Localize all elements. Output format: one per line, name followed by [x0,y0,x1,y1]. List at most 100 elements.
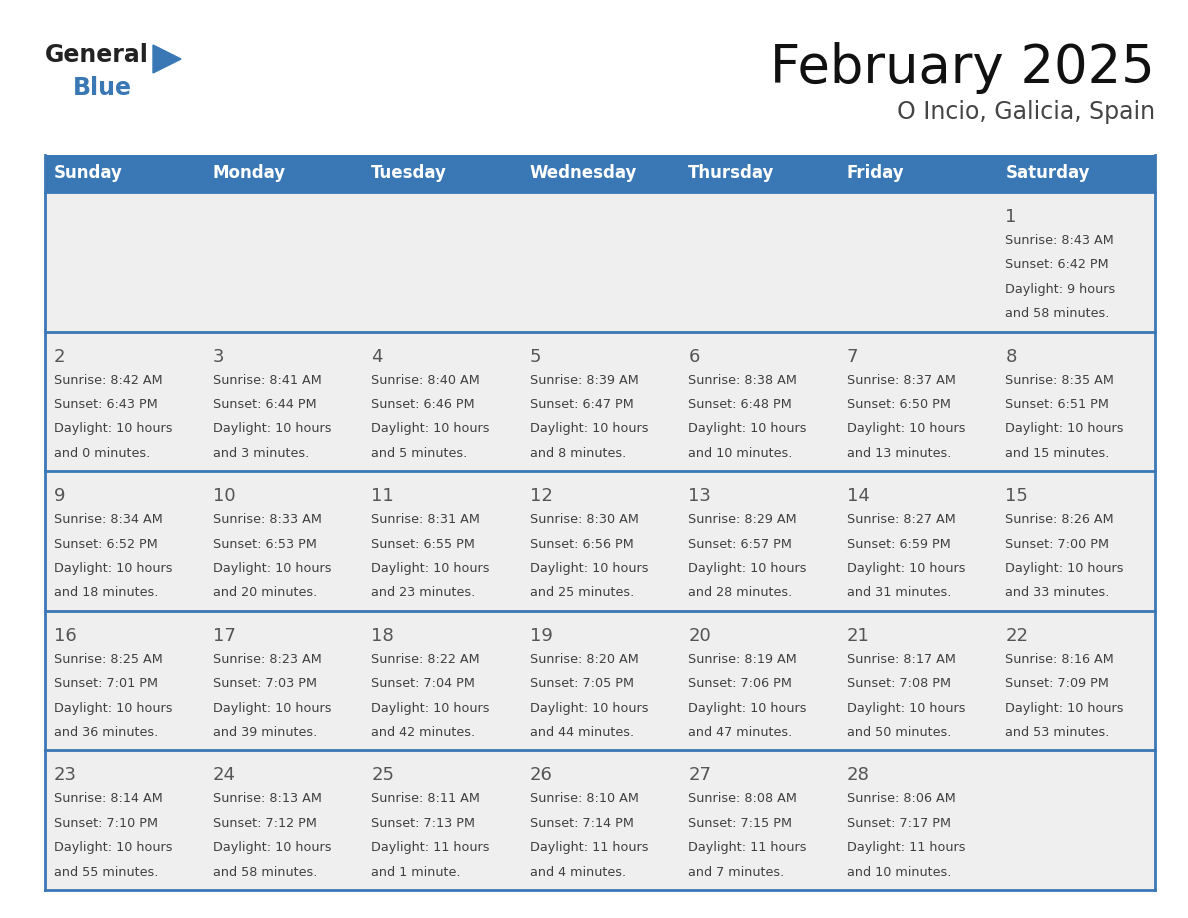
Text: Daylight: 9 hours: Daylight: 9 hours [1005,283,1116,296]
Text: 10: 10 [213,487,235,505]
Text: 25: 25 [371,767,394,784]
Text: Sunrise: 8:26 AM: Sunrise: 8:26 AM [1005,513,1114,526]
Text: Sunset: 6:43 PM: Sunset: 6:43 PM [53,398,158,411]
Text: Sunset: 6:42 PM: Sunset: 6:42 PM [1005,259,1110,272]
Text: 13: 13 [688,487,712,505]
Text: and 44 minutes.: and 44 minutes. [530,726,634,739]
Text: Daylight: 11 hours: Daylight: 11 hours [847,841,966,855]
Text: and 31 minutes.: and 31 minutes. [847,587,952,599]
Text: 15: 15 [1005,487,1029,505]
Text: 23: 23 [53,767,77,784]
Text: 18: 18 [371,627,394,644]
Text: and 13 minutes.: and 13 minutes. [847,447,952,460]
Text: Sunrise: 8:40 AM: Sunrise: 8:40 AM [371,374,480,386]
Text: Sunrise: 8:17 AM: Sunrise: 8:17 AM [847,653,955,666]
Text: Sunset: 7:08 PM: Sunset: 7:08 PM [847,677,950,690]
Text: and 7 minutes.: and 7 minutes. [688,866,784,879]
Bar [997,155,1155,192]
Text: Sunrise: 8:13 AM: Sunrise: 8:13 AM [213,792,322,805]
Text: Sunset: 7:09 PM: Sunset: 7:09 PM [1005,677,1110,690]
Text: Daylight: 10 hours: Daylight: 10 hours [847,701,966,714]
Text: and 23 minutes.: and 23 minutes. [371,587,475,599]
Text: Friday: Friday [847,164,904,183]
Text: and 53 minutes.: and 53 minutes. [1005,726,1110,739]
Text: Sunset: 7:13 PM: Sunset: 7:13 PM [371,817,475,830]
Text: Sunset: 6:52 PM: Sunset: 6:52 PM [53,538,158,551]
Text: 12: 12 [530,487,552,505]
Text: 19: 19 [530,627,552,644]
Text: and 28 minutes.: and 28 minutes. [688,587,792,599]
Text: Sunrise: 8:39 AM: Sunrise: 8:39 AM [530,374,638,386]
Text: Sunset: 6:56 PM: Sunset: 6:56 PM [530,538,633,551]
Text: Sunset: 6:44 PM: Sunset: 6:44 PM [213,398,316,411]
Text: Daylight: 10 hours: Daylight: 10 hours [847,562,966,575]
Text: February 2025: February 2025 [770,42,1155,94]
Text: Daylight: 10 hours: Daylight: 10 hours [688,422,807,435]
Text: Daylight: 10 hours: Daylight: 10 hours [688,562,807,575]
Text: Sunset: 6:46 PM: Sunset: 6:46 PM [371,398,475,411]
Text: Sunset: 6:57 PM: Sunset: 6:57 PM [688,538,792,551]
Bar [45,471,1155,610]
Text: and 8 minutes.: and 8 minutes. [530,447,626,460]
Bar [838,155,997,192]
Bar [45,750,1155,890]
Text: Blue: Blue [72,76,132,100]
Text: 9: 9 [53,487,65,505]
Text: Sunrise: 8:08 AM: Sunrise: 8:08 AM [688,792,797,805]
Text: Daylight: 10 hours: Daylight: 10 hours [53,422,172,435]
Text: Sunset: 6:55 PM: Sunset: 6:55 PM [371,538,475,551]
Text: Daylight: 10 hours: Daylight: 10 hours [1005,562,1124,575]
Text: Sunset: 7:15 PM: Sunset: 7:15 PM [688,817,792,830]
Text: Wednesday: Wednesday [530,164,637,183]
Text: 24: 24 [213,767,235,784]
Text: and 18 minutes.: and 18 minutes. [53,587,158,599]
Text: Sunday: Sunday [53,164,122,183]
Text: and 55 minutes.: and 55 minutes. [53,866,158,879]
Text: O Incio, Galicia, Spain: O Incio, Galicia, Spain [897,100,1155,124]
Text: and 10 minutes.: and 10 minutes. [688,447,792,460]
Text: Sunrise: 8:43 AM: Sunrise: 8:43 AM [1005,234,1114,247]
Text: Sunset: 6:53 PM: Sunset: 6:53 PM [213,538,316,551]
Text: 17: 17 [213,627,235,644]
Text: 14: 14 [847,487,870,505]
Text: 3: 3 [213,348,225,365]
Text: Sunrise: 8:11 AM: Sunrise: 8:11 AM [371,792,480,805]
Text: Daylight: 11 hours: Daylight: 11 hours [371,841,489,855]
Text: Monday: Monday [213,164,285,183]
Text: 11: 11 [371,487,394,505]
Text: Sunset: 7:03 PM: Sunset: 7:03 PM [213,677,316,690]
Text: and 42 minutes.: and 42 minutes. [371,726,475,739]
Text: and 15 minutes.: and 15 minutes. [1005,447,1110,460]
Text: Daylight: 11 hours: Daylight: 11 hours [530,841,649,855]
Text: Sunrise: 8:16 AM: Sunrise: 8:16 AM [1005,653,1114,666]
Text: 2: 2 [53,348,65,365]
Text: Sunrise: 8:29 AM: Sunrise: 8:29 AM [688,513,797,526]
Text: Sunset: 6:47 PM: Sunset: 6:47 PM [530,398,633,411]
Text: Sunset: 7:04 PM: Sunset: 7:04 PM [371,677,475,690]
Text: and 58 minutes.: and 58 minutes. [1005,308,1110,320]
Text: Daylight: 10 hours: Daylight: 10 hours [688,701,807,714]
Text: Daylight: 10 hours: Daylight: 10 hours [213,841,331,855]
Text: Sunset: 7:14 PM: Sunset: 7:14 PM [530,817,633,830]
Text: 26: 26 [530,767,552,784]
Text: Sunrise: 8:34 AM: Sunrise: 8:34 AM [53,513,163,526]
Text: Sunrise: 8:14 AM: Sunrise: 8:14 AM [53,792,163,805]
Text: Sunset: 6:51 PM: Sunset: 6:51 PM [1005,398,1110,411]
Text: and 50 minutes.: and 50 minutes. [847,726,952,739]
Text: Sunrise: 8:41 AM: Sunrise: 8:41 AM [213,374,321,386]
Text: 1: 1 [1005,208,1017,226]
Text: Sunset: 7:05 PM: Sunset: 7:05 PM [530,677,633,690]
Text: and 58 minutes.: and 58 minutes. [213,866,317,879]
Text: Sunrise: 8:33 AM: Sunrise: 8:33 AM [213,513,322,526]
Text: and 4 minutes.: and 4 minutes. [530,866,626,879]
Text: 5: 5 [530,348,542,365]
Text: Daylight: 10 hours: Daylight: 10 hours [213,701,331,714]
Bar [362,155,520,192]
Text: Daylight: 10 hours: Daylight: 10 hours [53,562,172,575]
Bar [520,155,680,192]
Text: Sunset: 7:12 PM: Sunset: 7:12 PM [213,817,316,830]
Text: 22: 22 [1005,627,1029,644]
Text: Daylight: 10 hours: Daylight: 10 hours [530,562,649,575]
Text: Sunrise: 8:37 AM: Sunrise: 8:37 AM [847,374,955,386]
Text: 21: 21 [847,627,870,644]
